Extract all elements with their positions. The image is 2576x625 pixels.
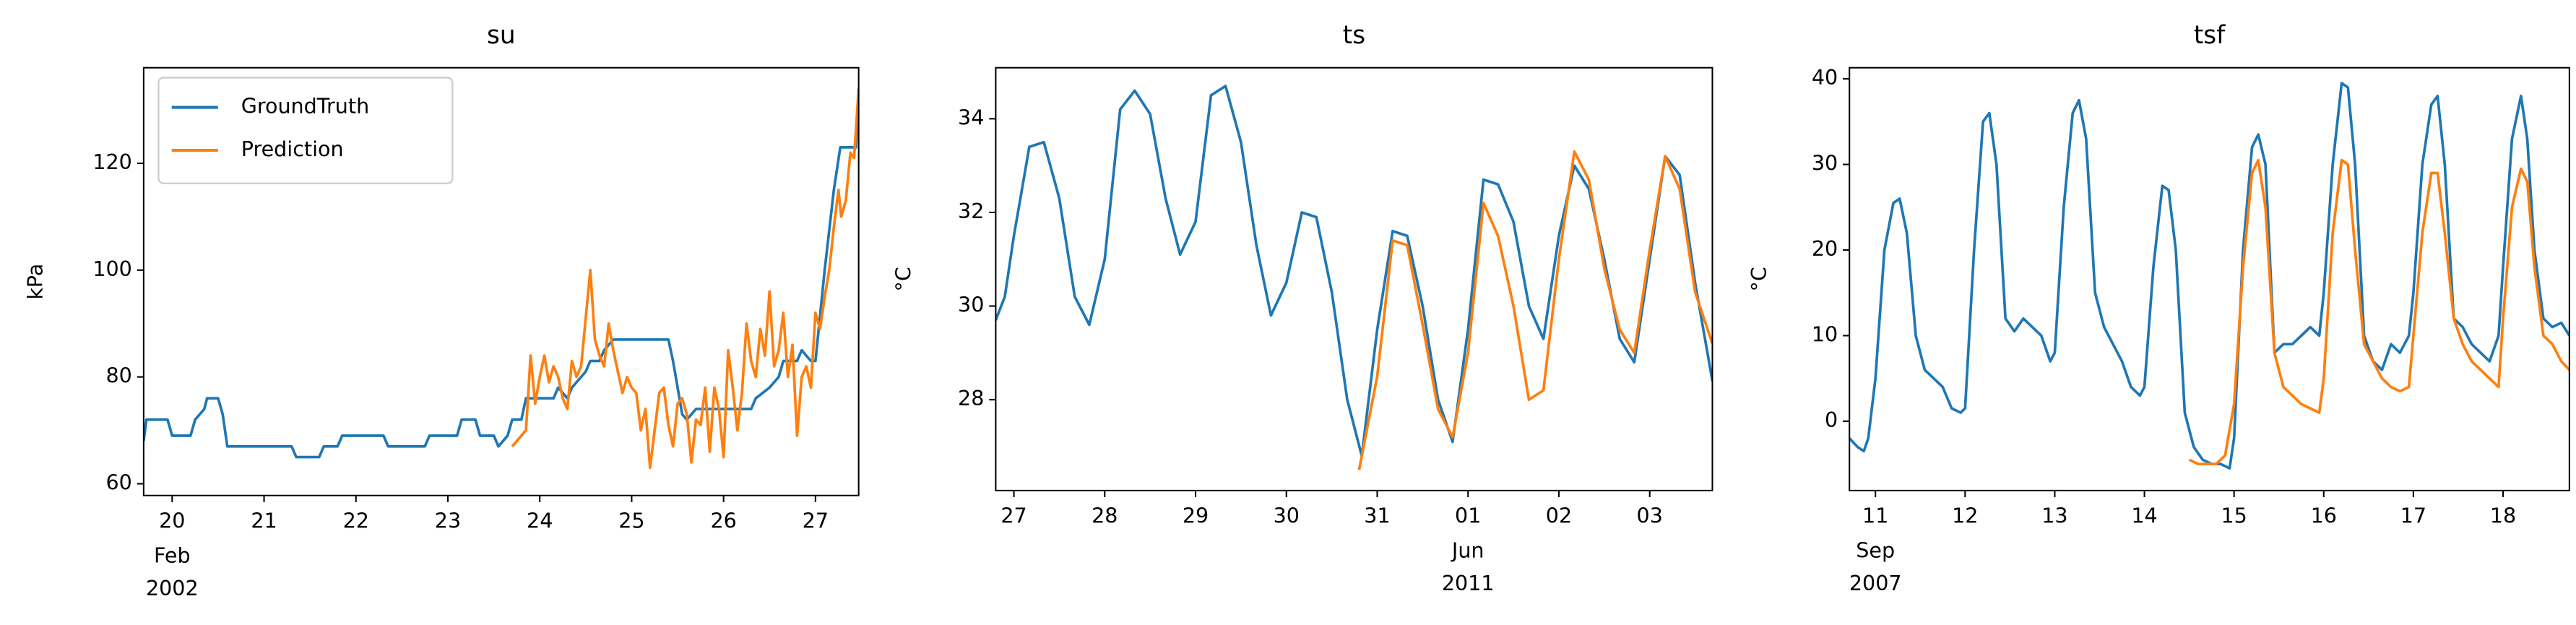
subplot: su kPa 60 80 100 120 20 21 22 23 24 25 26 27 Feb 2002 Gr…	[22, 21, 860, 600]
axes-frame	[995, 66, 1713, 491]
x-tick-label: 17	[2400, 503, 2426, 527]
y-tick-label: 34	[958, 105, 984, 129]
series-line	[511, 88, 859, 470]
axes-frame	[142, 66, 860, 496]
x-tick-label: 12	[1952, 503, 1978, 527]
subplot: tsf °C 0 10 20 30 40 11 12 13 14 15 16 17 18 Sep 2007	[1747, 21, 2570, 595]
x-tick-label: 29	[1183, 503, 1209, 527]
y-tick-label: 60	[106, 470, 132, 495]
y-tick-label: 20	[1812, 236, 1838, 261]
x-tick-label: 30	[1274, 503, 1300, 527]
x-tick-label: 18	[2490, 503, 2516, 527]
x-tick-label: 02	[1546, 503, 1572, 527]
series-line	[143, 88, 859, 459]
x-tick-label: 11	[1862, 503, 1888, 527]
x-tick-label: 25	[618, 508, 644, 533]
x-period-label: Jun	[1451, 538, 1484, 562]
series-line	[995, 85, 1713, 457]
x-tick-label: 26	[710, 508, 736, 533]
x-period-label: Sep	[1856, 538, 1895, 562]
y-axis-label: kPa	[22, 264, 47, 300]
x-tick-label: 23	[435, 508, 461, 533]
x-period-label: 2011	[1442, 571, 1495, 595]
x-tick-label: 24	[527, 508, 553, 533]
subplot-title: tsf	[2194, 21, 2226, 50]
series-line	[2188, 158, 2569, 466]
x-period-label: 2007	[1849, 571, 1902, 595]
y-axis-label: °C	[891, 267, 916, 291]
x-tick-label: 28	[1092, 503, 1118, 527]
y-tick-label: 10	[1812, 322, 1838, 347]
y-tick-label: 32	[958, 199, 984, 223]
legend-box	[157, 77, 454, 184]
subplot: ts °C 28 30 32 34 27 28 29 30 31 01 02 03 Jun 2011	[891, 21, 1713, 595]
y-tick-label: 120	[92, 150, 132, 174]
x-tick-label: 13	[2041, 503, 2067, 527]
series-line	[1849, 82, 2569, 470]
y-tick-label: 30	[958, 293, 984, 317]
x-period-label: Feb	[154, 543, 191, 567]
y-tick-label: 28	[958, 386, 984, 410]
axes-frame	[1849, 66, 2570, 491]
legend: GroundTruth Prediction	[157, 77, 454, 184]
y-tick-label: 80	[106, 363, 132, 388]
x-tick-label: 01	[1455, 503, 1481, 527]
y-tick-label: 40	[1812, 65, 1838, 90]
x-tick-label: 15	[2221, 503, 2247, 527]
x-tick-label: 31	[1364, 503, 1390, 527]
x-tick-label: 16	[2311, 503, 2337, 527]
x-tick-label: 27	[1000, 503, 1026, 527]
legend-label: Prediction	[241, 137, 344, 161]
x-tick-label: 20	[159, 508, 185, 533]
y-tick-label: 100	[92, 257, 132, 281]
y-axis-label: °C	[1747, 267, 1771, 291]
x-tick-label: 03	[1637, 503, 1663, 527]
x-tick-label: 22	[343, 508, 369, 533]
x-period-label: 2002	[146, 576, 199, 600]
x-tick-label: 14	[2131, 503, 2157, 527]
series-line	[1357, 150, 1713, 470]
x-tick-label: 21	[251, 508, 277, 533]
subplot-title: ts	[1343, 21, 1365, 50]
y-tick-label: 0	[1825, 408, 1838, 432]
subplot-title: su	[487, 21, 516, 50]
y-tick-label: 30	[1812, 151, 1838, 176]
legend-label: GroundTruth	[241, 94, 369, 118]
x-tick-label: 27	[803, 508, 829, 533]
